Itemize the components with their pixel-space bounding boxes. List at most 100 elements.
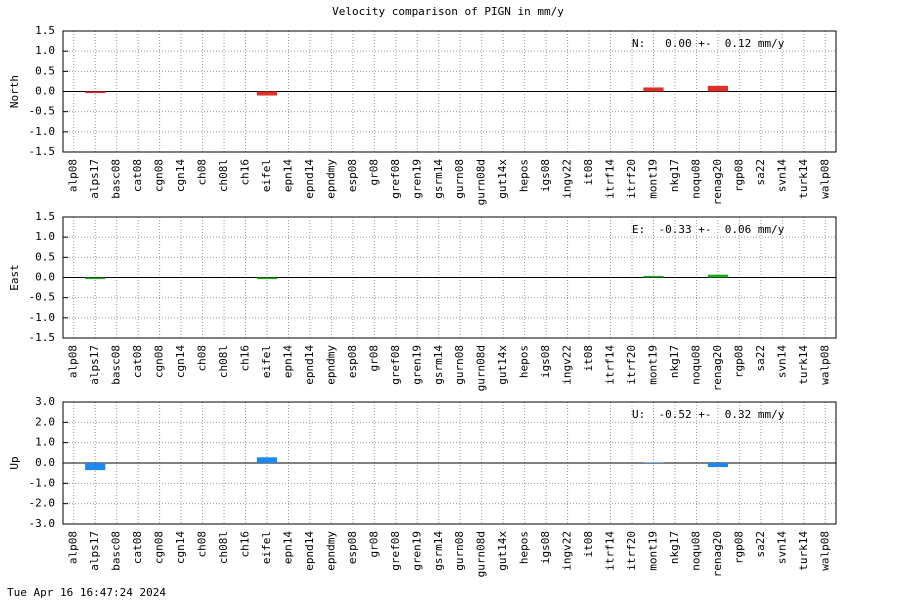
x-tick-label: eifel <box>260 531 273 564</box>
x-tick-label: ch08 <box>196 159 209 186</box>
x-tick-label: renag20 <box>711 345 724 391</box>
x-tick-label: gut14x <box>496 345 509 385</box>
x-tick-label: cgn08 <box>153 531 166 564</box>
x-tick-label: ingv22 <box>561 345 574 385</box>
y-tick-label: -1.0 <box>29 311 56 324</box>
annotation: N: 0.00 +- 0.12 mm/y <box>632 37 785 50</box>
x-tick-label: gsrm14 <box>432 159 445 199</box>
x-tick-label: alp08 <box>67 159 80 192</box>
plot-frame <box>62 401 837 525</box>
x-tick-label: alps17 <box>88 345 101 385</box>
x-tick-label: svn14 <box>775 531 788 564</box>
bar <box>707 463 728 468</box>
x-tick-label: cat08 <box>131 345 144 378</box>
x-tick-label: epnd14 <box>303 159 316 199</box>
x-tick-label: hepos <box>518 345 531 378</box>
x-tick-label: gren19 <box>410 345 423 385</box>
x-tick-label: ch16 <box>239 159 252 186</box>
plot-frame <box>62 30 837 153</box>
x-tick-label: cgn08 <box>153 159 166 192</box>
y-tick-label: 0.0 <box>35 271 55 284</box>
x-tick-label: gren19 <box>410 531 423 571</box>
x-tick-label: gref08 <box>389 531 402 571</box>
x-tick-label: itrf20 <box>625 531 638 571</box>
y-tick-label: 0.5 <box>35 250 55 263</box>
y-tick-label: 0.0 <box>35 456 55 469</box>
x-tick-label: esp08 <box>346 345 359 378</box>
x-tick-label: noqu08 <box>689 345 702 385</box>
x-tick-label: alps17 <box>88 531 101 571</box>
bar <box>643 275 664 278</box>
x-tick-label: it08 <box>582 531 595 558</box>
x-tick-label: epndmy <box>324 159 337 199</box>
bar <box>643 87 664 92</box>
y-tick-label: -0.5 <box>29 105 56 118</box>
x-tick-label: gref08 <box>389 159 402 199</box>
x-tick-label: sa22 <box>754 531 767 558</box>
x-tick-label: alp08 <box>67 345 80 378</box>
x-tick-label: it08 <box>582 345 595 372</box>
x-tick-label: basc08 <box>110 159 123 199</box>
x-tick-label: gurn08d <box>475 345 488 391</box>
x-tick-label: rgp08 <box>732 345 745 378</box>
bar <box>256 277 278 280</box>
x-tick-label: hepos <box>518 531 531 564</box>
x-tick-label: cat08 <box>131 159 144 192</box>
x-tick-label: cat08 <box>131 531 144 564</box>
x-tick-label: svn14 <box>775 345 788 378</box>
x-tick-label: noqu08 <box>689 531 702 571</box>
x-tick-label: ch08 <box>196 531 209 558</box>
x-tick-label: epn14 <box>281 159 294 192</box>
x-tick-label: igs08 <box>539 345 552 378</box>
x-tick-label: itrf14 <box>604 345 617 385</box>
x-tick-label: basc08 <box>110 345 123 385</box>
x-tick-label: epndmy <box>324 531 337 571</box>
x-tick-label: rgp08 <box>732 159 745 192</box>
plot-frame <box>62 216 837 339</box>
x-tick-label: eifel <box>260 159 273 192</box>
x-tick-label: gref08 <box>389 345 402 385</box>
x-tick-label: cgn14 <box>174 159 187 192</box>
x-tick-label: cgn08 <box>153 345 166 378</box>
y-axis-label: Up <box>8 456 21 469</box>
x-tick-label: alps17 <box>88 159 101 199</box>
x-tick-label: svn14 <box>775 159 788 192</box>
y-tick-label: -1.0 <box>29 476 56 489</box>
x-tick-label: epndmy <box>324 345 337 385</box>
x-tick-label: gr08 <box>367 159 380 186</box>
y-axis-label: North <box>8 75 21 108</box>
x-tick-label: ch08l <box>217 531 230 564</box>
x-tick-label: itrf20 <box>625 159 638 199</box>
y-tick-label: -1.5 <box>29 331 56 344</box>
y-tick-label: 1.0 <box>35 230 55 243</box>
x-tick-label: cgn14 <box>174 531 187 564</box>
x-tick-label: renag20 <box>711 531 724 577</box>
bar <box>85 463 106 471</box>
bar <box>256 457 278 463</box>
x-tick-label: epn14 <box>281 345 294 378</box>
x-tick-label: gut14x <box>496 531 509 571</box>
x-tick-label: walp08 <box>818 345 831 385</box>
y-tick-label: 1.0 <box>35 44 55 57</box>
x-tick-label: itrf14 <box>604 531 617 571</box>
x-tick-label: ch08 <box>196 345 209 372</box>
y-tick-label: 1.5 <box>35 210 55 223</box>
x-tick-label: nkg17 <box>668 159 681 192</box>
x-tick-label: gurn08 <box>453 159 466 199</box>
y-tick-label: 2.0 <box>35 415 55 428</box>
x-tick-label: gr08 <box>367 345 380 372</box>
x-tick-label: mont19 <box>646 531 659 571</box>
timestamp: Tue Apr 16 16:47:24 2024 <box>7 586 166 599</box>
y-tick-label: -3.0 <box>29 517 56 530</box>
x-tick-label: epnd14 <box>303 345 316 385</box>
x-tick-label: gsrm14 <box>432 345 445 385</box>
x-tick-label: gurn08 <box>453 345 466 385</box>
x-tick-label: igs08 <box>539 159 552 192</box>
bar <box>707 85 728 92</box>
x-tick-label: gr08 <box>367 531 380 558</box>
x-tick-label: ch16 <box>239 531 252 558</box>
x-tick-label: itrf20 <box>625 345 638 385</box>
x-tick-label: esp08 <box>346 531 359 564</box>
x-tick-label: gsrm14 <box>432 531 445 571</box>
